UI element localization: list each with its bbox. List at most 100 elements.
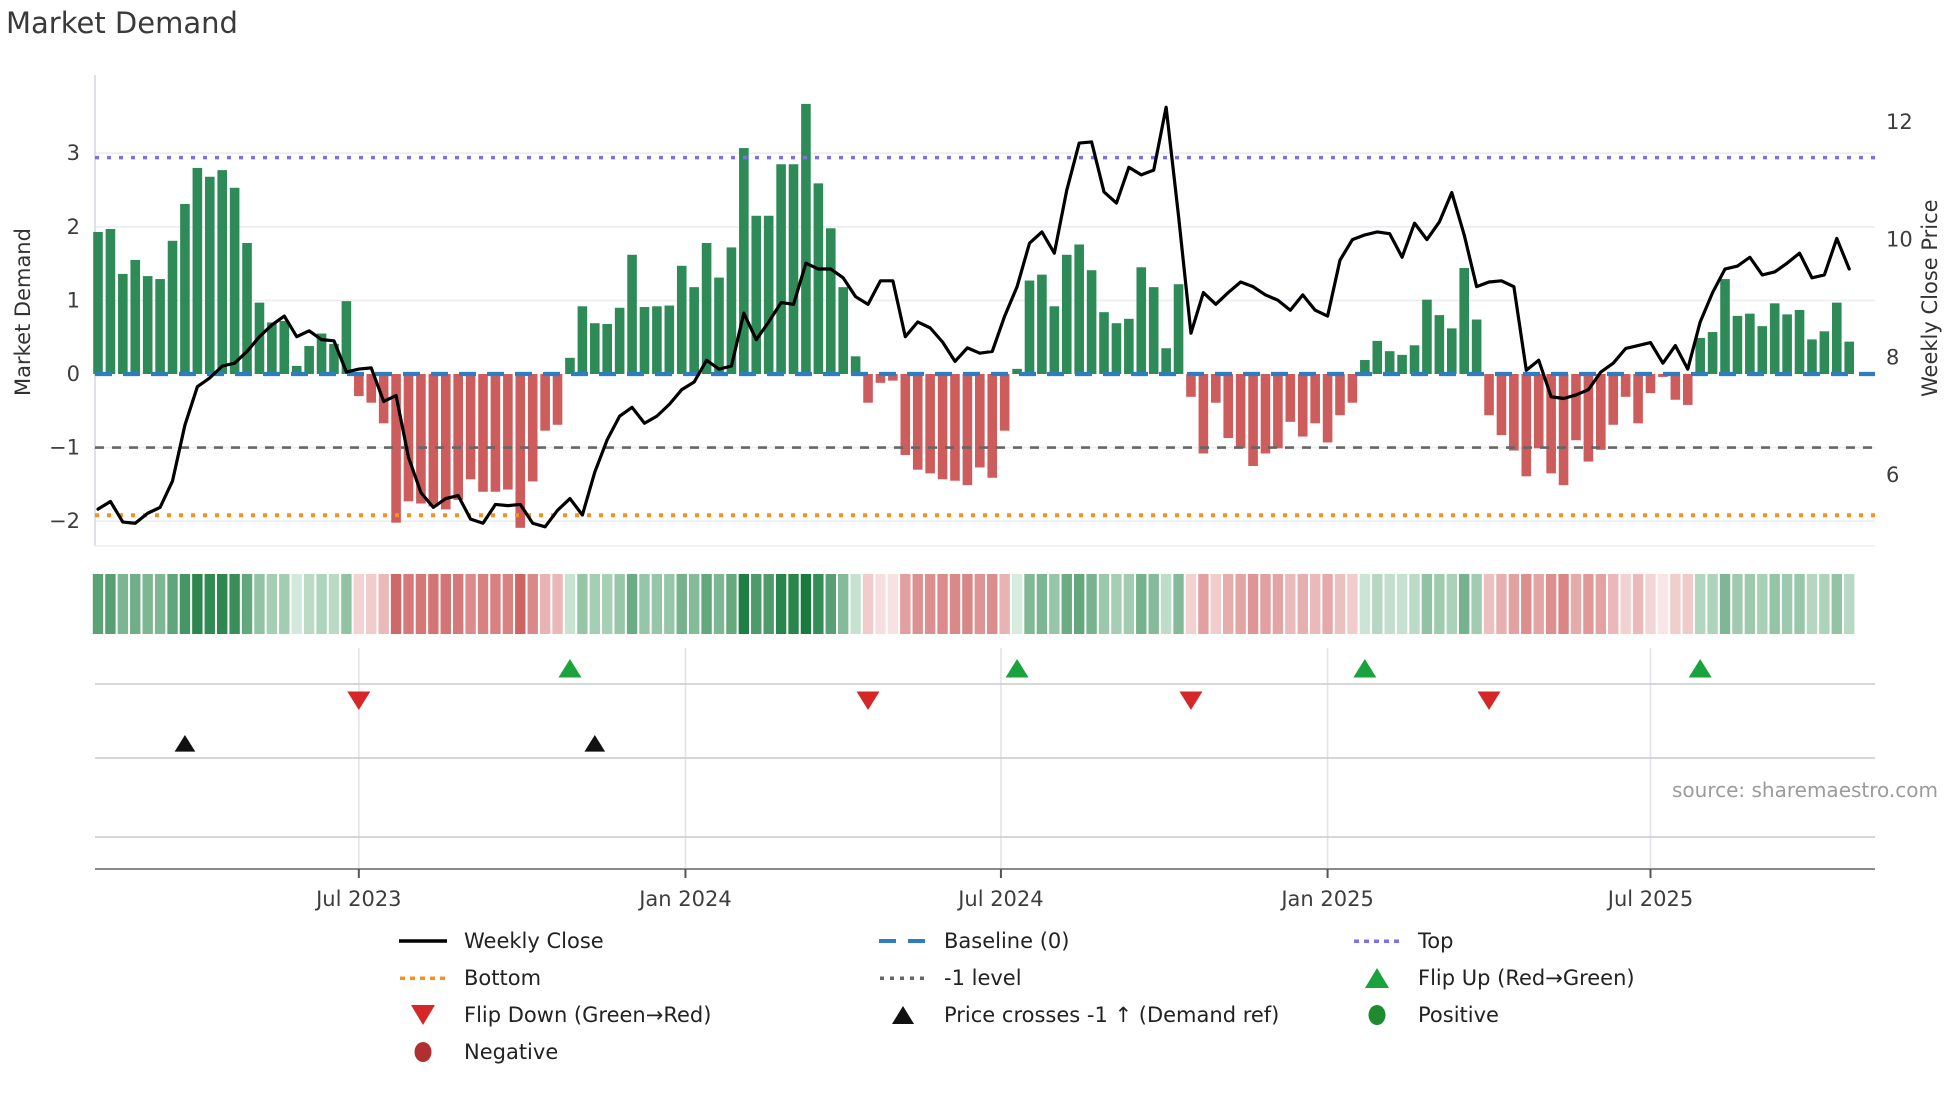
left-tick-label: −2 <box>49 509 80 533</box>
heatmap-cell <box>217 574 228 634</box>
demand-bar-negative <box>1633 374 1643 424</box>
demand-bar-positive <box>565 357 575 374</box>
heatmap-cell <box>900 574 911 634</box>
heatmap-cell <box>1123 574 1135 634</box>
demand-bar-positive <box>1360 360 1370 374</box>
heatmap-cell <box>937 574 948 634</box>
heatmap-cell <box>838 574 849 634</box>
heatmap-cell <box>1570 574 1582 634</box>
heatmap-cell <box>1024 574 1035 634</box>
demand-bar-negative <box>1322 374 1333 443</box>
demand-bar-positive <box>167 240 178 374</box>
demand-bar-negative <box>1670 374 1681 400</box>
legend-item-weekly-close: Weekly Close <box>398 926 604 956</box>
legend-item-top: Top <box>1352 926 1453 956</box>
demand-bar-positive <box>1720 279 1730 374</box>
x-tick-label: Jul 2024 <box>956 887 1043 911</box>
heatmap-cell <box>1508 574 1520 634</box>
demand-bar-negative <box>1546 374 1556 474</box>
demand-bar-positive <box>1732 315 1743 374</box>
heatmap-cell <box>1533 574 1544 634</box>
demand-bar-negative <box>354 374 364 397</box>
heatmap-cell <box>390 574 402 634</box>
heatmap-cell <box>1794 574 1805 634</box>
demand-bar-negative <box>1223 374 1234 439</box>
heatmap-cell <box>726 574 737 634</box>
heatmap-cell <box>713 574 725 634</box>
demand-bar-negative <box>1682 374 1693 405</box>
legend-item-bottom: Bottom <box>398 963 541 993</box>
left-tick-label: 1 <box>67 288 80 312</box>
flip-up-marker <box>1005 659 1029 678</box>
demand-bar-positive <box>1794 309 1805 374</box>
flip-down-marker <box>347 691 371 710</box>
heatmap-cell <box>1049 574 1060 634</box>
heatmap-cell <box>1297 574 1308 634</box>
x-tick-label: Jul 2023 <box>314 887 401 911</box>
demand-bar-negative <box>1310 374 1320 424</box>
heatmap-cell <box>1036 574 1048 634</box>
heatmap-cell <box>1210 574 1221 634</box>
demand-bar-positive <box>788 164 799 374</box>
heatmap-cell <box>1285 574 1296 634</box>
heatmap-cell <box>1011 574 1023 634</box>
price-cross-marker <box>584 735 606 752</box>
heatmap-cell <box>117 574 129 634</box>
heatmap-cell <box>1359 574 1371 634</box>
heatmap-cell <box>1707 574 1718 634</box>
heatmap-cell <box>1781 574 1793 634</box>
right-tick-label: 12 <box>1886 110 1913 134</box>
demand-bar-positive <box>1757 326 1768 374</box>
heatmap-cell <box>999 574 1010 634</box>
demand-bar-positive <box>1111 323 1122 374</box>
x-tick-label: Jul 2025 <box>1606 887 1693 911</box>
heatmap-cell <box>1173 574 1184 634</box>
heatmap-cell <box>987 574 998 634</box>
x-tick-label: Jan 2024 <box>637 887 732 911</box>
heatmap-cell <box>800 574 812 634</box>
demand-bar-positive <box>577 306 588 374</box>
demand-bar-positive <box>813 183 824 374</box>
heatmap-cell <box>291 574 302 634</box>
demand-bar-negative <box>1608 374 1619 425</box>
heatmap-cell <box>1819 574 1830 634</box>
heatmap-cell <box>477 574 489 634</box>
demand-bar-positive <box>602 323 613 374</box>
demand-bar-positive <box>614 307 625 374</box>
demand-bar-negative <box>453 374 463 500</box>
demand-bar-positive <box>801 103 811 374</box>
heatmap-cell <box>626 574 638 634</box>
dot-purple-swatch <box>1354 939 1399 943</box>
heatmap-cell <box>1459 574 1470 634</box>
demand-bar-positive <box>689 287 699 374</box>
demand-bar-positive <box>1807 339 1817 374</box>
heatmap-cell <box>912 574 923 634</box>
demand-bar-negative <box>937 374 948 480</box>
heatmap-cell <box>577 574 588 634</box>
circle-green-swatch <box>1368 1005 1386 1025</box>
demand-bar-negative <box>1533 374 1544 449</box>
demand-bar-negative <box>527 374 538 482</box>
demand-bar-negative <box>1198 374 1209 454</box>
demand-bar-negative <box>1645 374 1656 394</box>
heatmap-cell <box>1732 574 1743 634</box>
heatmap-cell <box>366 574 377 634</box>
heatmap-cell <box>1073 574 1085 634</box>
heatmap-cell <box>1434 574 1445 634</box>
legend-swatch <box>398 1002 448 1028</box>
heatmap-cell <box>1136 574 1147 634</box>
demand-bar-positive <box>1471 319 1482 374</box>
heatmap-cell <box>688 574 700 634</box>
demand-bar-positive <box>93 231 103 374</box>
demand-bar-positive <box>1124 318 1134 374</box>
demand-bar-positive <box>652 306 662 374</box>
demand-bar-positive <box>1695 337 1705 374</box>
demand-bar-positive <box>1074 244 1084 374</box>
demand-bar-positive <box>1819 331 1830 374</box>
heatmap-cell <box>1682 574 1693 634</box>
heatmap-cell <box>403 574 414 634</box>
legend-label: Top <box>1418 929 1454 953</box>
heatmap-cell <box>204 574 215 634</box>
demand-bar-positive <box>1086 270 1097 374</box>
demand-bar-negative <box>503 374 513 490</box>
